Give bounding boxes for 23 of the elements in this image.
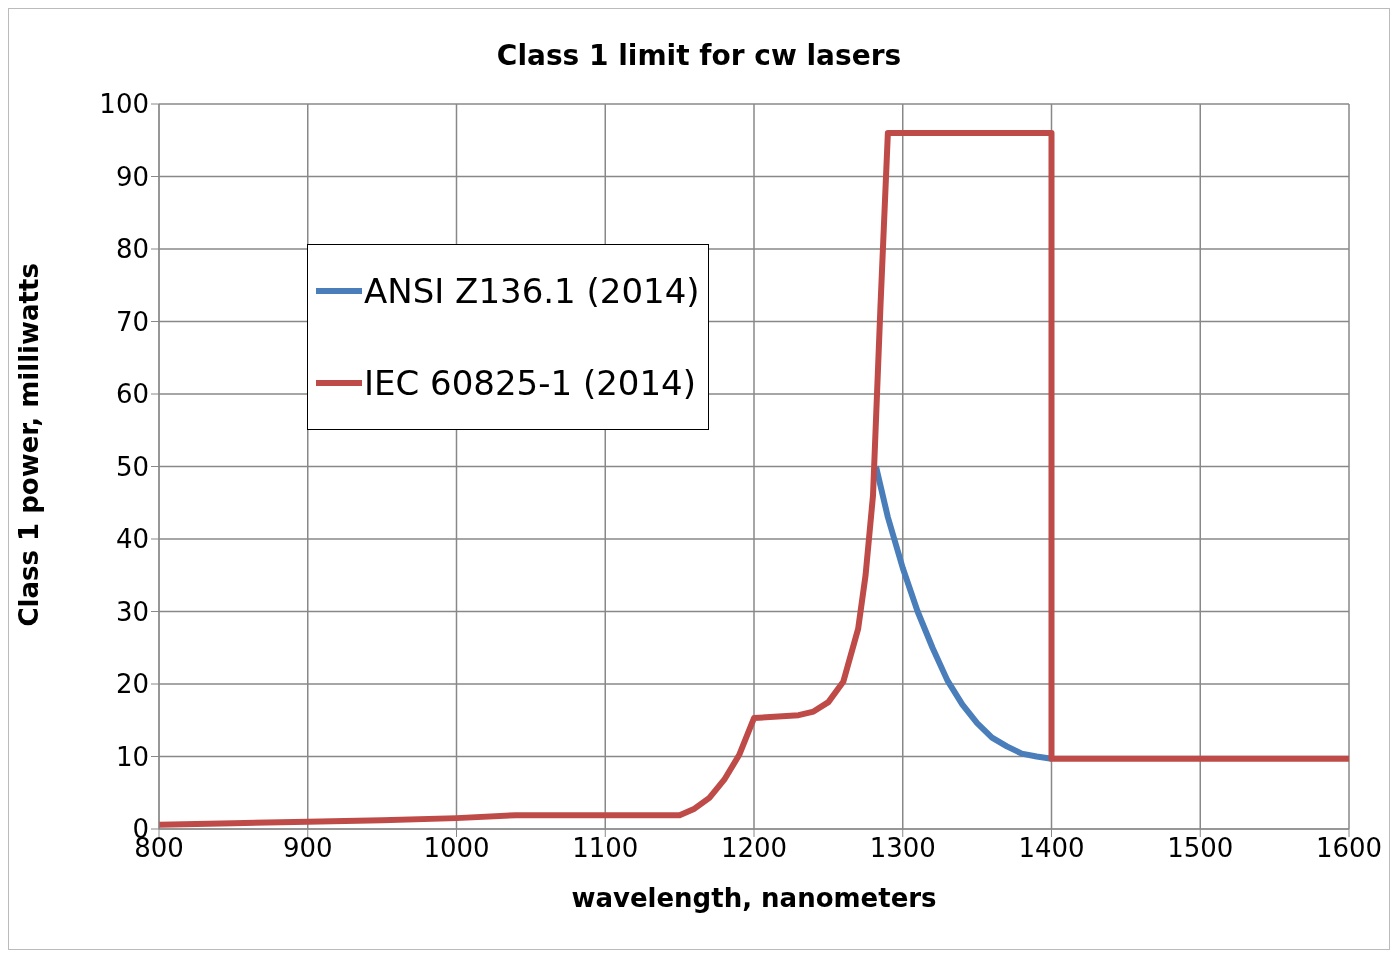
y-tick-label: 10 (115, 741, 149, 772)
x-tick-label: 1600 (1315, 833, 1383, 864)
x-tick-label: 1400 (1018, 833, 1085, 864)
y-tick-label: 50 (115, 451, 149, 482)
legend-label: IEC 60825-1 (2014) (364, 363, 696, 403)
y-tick-label: 70 (115, 306, 149, 337)
y-tick-label: 100 (99, 89, 149, 120)
y-tick-label: 40 (115, 524, 149, 555)
y-axis-title: Class 1 power, milliwatts (14, 263, 45, 627)
y-tick-label: 90 (115, 161, 149, 192)
x-tick-label: 1500 (1167, 833, 1234, 864)
x-tick-label: 900 (282, 833, 333, 864)
legend-label: ANSI Z136.1 (2014) (364, 271, 700, 311)
x-tick-label: 1200 (720, 833, 788, 864)
x-tick-label: 1300 (869, 833, 936, 864)
chart-title: Class 1 limit for cw lasers (495, 39, 903, 72)
x-axis-title: wavelength, nanometers (571, 883, 937, 913)
y-tick-label: 60 (115, 379, 149, 410)
y-tick-label: 20 (115, 669, 149, 700)
x-tick-label: 1000 (423, 833, 490, 864)
x-tick-label: 1100 (572, 833, 639, 864)
y-tick-label: 80 (115, 234, 149, 265)
y-tick-label: 30 (115, 596, 149, 627)
